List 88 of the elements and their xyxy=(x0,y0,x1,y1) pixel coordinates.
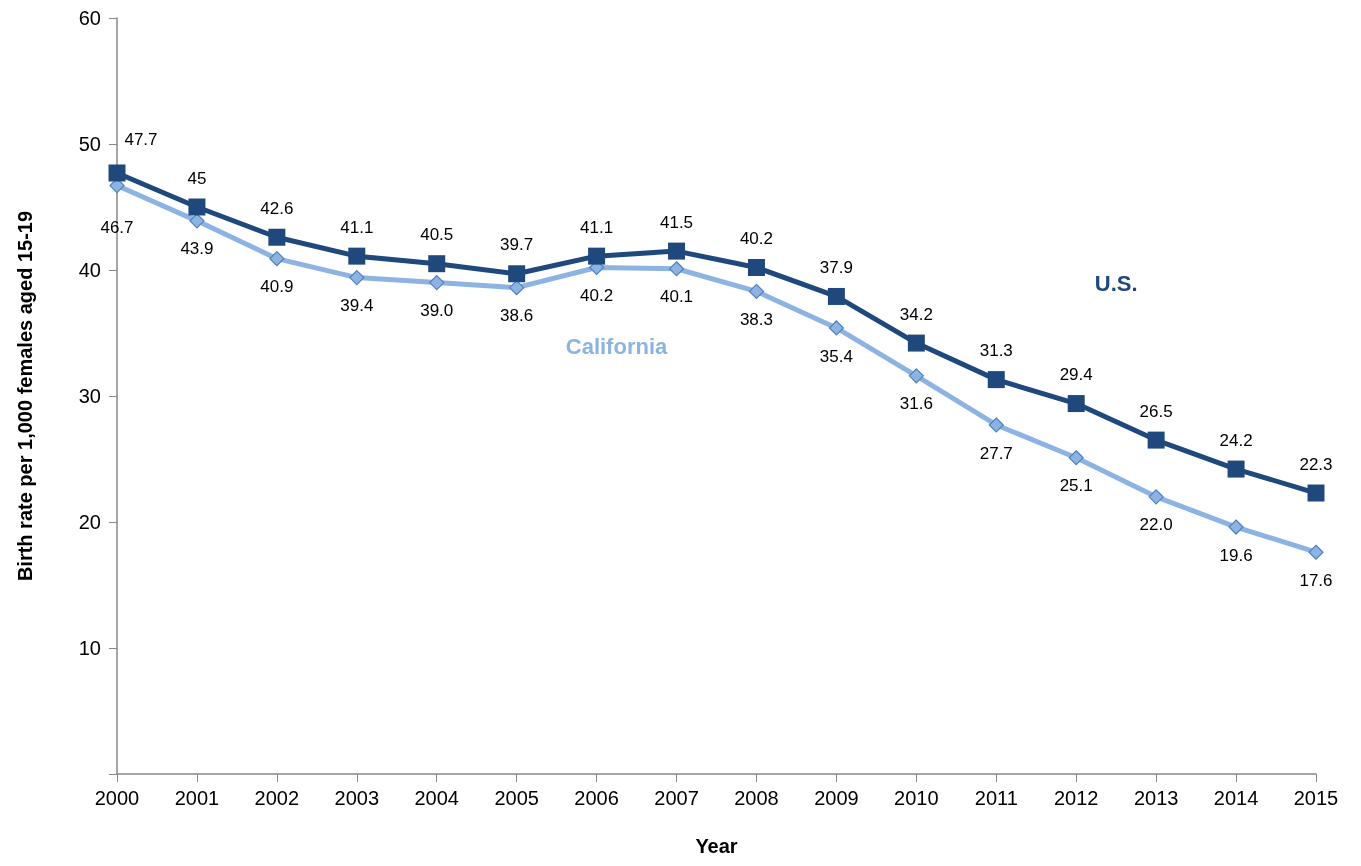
point xyxy=(1308,544,1324,560)
point xyxy=(827,287,845,305)
x-tick-label: 2001 xyxy=(174,787,220,809)
x-tick-label: 2005 xyxy=(494,787,539,809)
data-label: 31.6 xyxy=(899,394,933,414)
x-tick-label: 2003 xyxy=(334,787,380,809)
point xyxy=(828,320,844,336)
x-tick-label: 2008 xyxy=(734,787,779,809)
point xyxy=(1147,431,1165,449)
point xyxy=(908,368,924,384)
point xyxy=(668,242,686,260)
data-label: 25.1 xyxy=(1059,476,1093,496)
x-tick-label: 2014 xyxy=(1213,787,1259,809)
data-label: 22.3 xyxy=(1299,454,1333,474)
y-tick-label: 10 xyxy=(78,637,101,659)
point xyxy=(509,280,525,296)
data-label: 34.2 xyxy=(899,304,933,324)
x-tick-label: 2012 xyxy=(1053,787,1099,809)
data-label: 46.7 xyxy=(100,218,134,238)
y-tick-label: 50 xyxy=(78,133,101,155)
data-label: 40.1 xyxy=(659,287,694,307)
point xyxy=(668,261,685,277)
data-label: 37.9 xyxy=(819,257,853,277)
data-label: 35.4 xyxy=(819,346,853,366)
point xyxy=(1307,484,1325,502)
point xyxy=(1148,489,1164,505)
x-tick-label: 2002 xyxy=(254,787,300,809)
point xyxy=(748,283,765,300)
data-label: 24.2 xyxy=(1219,430,1253,450)
point xyxy=(349,269,365,286)
point xyxy=(428,255,446,273)
data-label: 43.9 xyxy=(180,239,214,259)
point xyxy=(588,247,606,265)
point xyxy=(269,251,285,267)
text: California xyxy=(565,333,668,359)
data-label: 39.0 xyxy=(420,301,454,321)
point xyxy=(1228,519,1244,535)
data-label: 40.5 xyxy=(420,225,454,245)
point xyxy=(988,417,1004,433)
data-label: 22.0 xyxy=(1139,515,1173,535)
data-label: 38.3 xyxy=(739,310,774,330)
data-label: 45 xyxy=(187,168,207,188)
data-label: 17.6 xyxy=(1299,570,1333,590)
data-label: 40.2 xyxy=(580,286,614,306)
data-label: 41.1 xyxy=(340,217,374,237)
point xyxy=(907,334,925,352)
point xyxy=(108,164,126,182)
x-tick-label: 2013 xyxy=(1133,787,1179,809)
data-label: 39.7 xyxy=(500,235,534,255)
data-label: 29.4 xyxy=(1059,365,1093,385)
data-label: 38.6 xyxy=(500,306,534,326)
data-label: 47.7 xyxy=(124,130,158,150)
x-tick-label: 2004 xyxy=(414,787,459,809)
x-tick-label: 2007 xyxy=(654,787,699,809)
data-label: 19.6 xyxy=(1219,545,1253,565)
data-label: 40.2 xyxy=(739,228,774,248)
x-tick-label: 2015 xyxy=(1293,787,1339,809)
x-tick-label: 2009 xyxy=(814,787,859,809)
text: U.S. xyxy=(1094,271,1138,297)
point xyxy=(987,371,1005,389)
data-label: 26.5 xyxy=(1139,401,1173,421)
point xyxy=(348,247,366,265)
data-label: 39.4 xyxy=(340,296,374,316)
y-tick-label: 30 xyxy=(78,385,101,407)
x-axis-title: Year xyxy=(695,835,738,857)
point xyxy=(1068,450,1084,466)
y-tick-label: 40 xyxy=(78,259,101,281)
x-tick-label: 2010 xyxy=(894,787,939,809)
point xyxy=(1067,395,1085,413)
point xyxy=(429,275,445,291)
y-axis-title: Birth rate per 1,000 females aged 15-19 xyxy=(14,210,36,582)
point xyxy=(508,265,526,283)
x-tick-label: 2000 xyxy=(94,787,140,809)
y-tick-label: 20 xyxy=(78,511,101,533)
data-label: 31.3 xyxy=(979,341,1013,361)
data-label: 42.6 xyxy=(260,198,294,218)
point xyxy=(268,228,286,246)
point xyxy=(189,213,205,229)
data-label: 41.5 xyxy=(659,212,694,232)
data-label: 27.7 xyxy=(979,443,1013,463)
point xyxy=(747,258,765,276)
x-tick-label: 2011 xyxy=(974,787,1018,809)
point xyxy=(188,198,206,216)
data-label: 41.1 xyxy=(580,217,614,237)
y-tick-label: 60 xyxy=(78,7,101,29)
data-label: 40.9 xyxy=(260,277,294,297)
point xyxy=(1227,460,1245,478)
x-tick-label: 2006 xyxy=(574,787,619,809)
